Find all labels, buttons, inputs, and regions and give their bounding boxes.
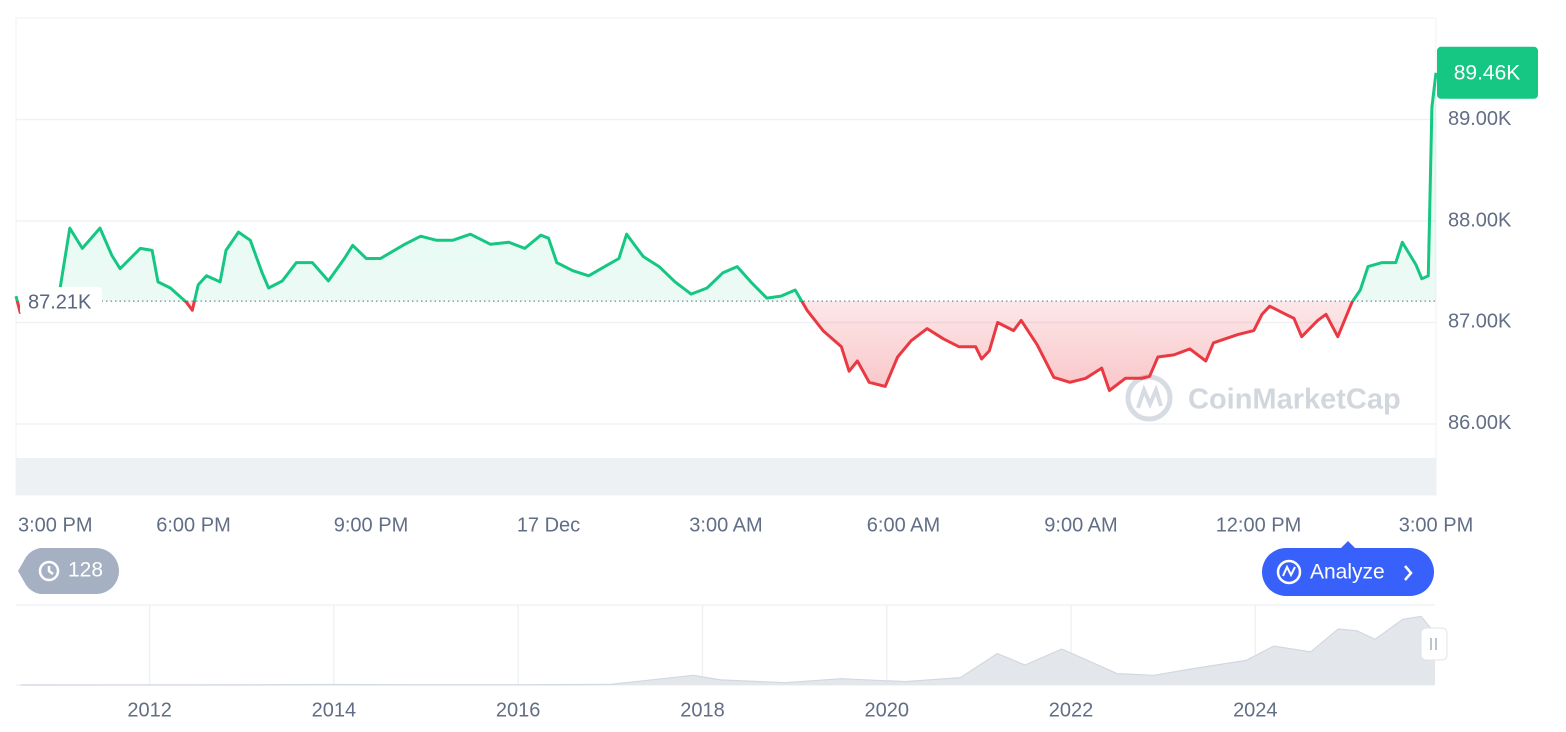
history-count[interactable]: 128 [68, 559, 103, 582]
x-tick-label: 9:00 PM [334, 514, 408, 536]
x-tick-label: 3:00 PM [1399, 514, 1473, 536]
last-price-label: 89.46K [1454, 61, 1521, 84]
analyze-icon [1276, 559, 1302, 585]
x-tick-label: 3:00 PM [18, 514, 92, 536]
x-tick-label: 2024 [1233, 699, 1278, 721]
y-tick-label: 88.00K [1448, 209, 1512, 231]
volume-band [16, 458, 1436, 495]
analyze-button[interactable]: Analyze [1262, 541, 1434, 596]
area-fill [16, 72, 1436, 391]
x-tick-label: 2012 [127, 699, 172, 721]
analyze-icon-mark [1282, 564, 1296, 578]
x-tick-label: 17 Dec [517, 514, 580, 536]
navigator-handle[interactable] [1420, 627, 1448, 661]
watermark-logo-mark [1136, 384, 1163, 410]
analyze-label[interactable]: Analyze [1310, 561, 1385, 584]
x-tick-label: 9:00 AM [1044, 514, 1117, 536]
y-tick-label: 86.00K [1448, 412, 1512, 434]
history-icon-hands [47, 566, 54, 575]
x-tick-label: 2018 [680, 699, 725, 721]
analyze-chevron [1404, 565, 1413, 581]
baseline-label: 87.21K [28, 291, 92, 313]
x-tick-label: 12:00 PM [1216, 514, 1302, 536]
baseline-label-bg [20, 287, 102, 316]
x-tick-label: 2014 [312, 699, 357, 721]
navigator-handle-bg[interactable] [1420, 627, 1448, 661]
analyze-button-bg[interactable] [1262, 541, 1434, 596]
x-tick-label: 6:00 PM [156, 514, 230, 536]
navigator-fill [20, 616, 1436, 685]
history-icon [38, 560, 60, 582]
x-tick-label: 6:00 AM [867, 514, 940, 536]
main-chart: 86.00K 87.00K 88.00K 89.00K 3:00 PM 6:00 PM 9:… [14, 46, 1538, 536]
price-line [14, 72, 1438, 392]
navigator-line [20, 615, 1436, 686]
last-price-badge [1437, 46, 1538, 99]
y-tick-label: 87.00K [1448, 311, 1512, 333]
history-badge[interactable]: 128 [18, 548, 120, 594]
x-tick-label: 3:00 AM [689, 514, 762, 536]
x-tick-label: 2016 [496, 699, 541, 721]
y-tick-label: 89.00K [1448, 108, 1512, 130]
navigator-chart: 2012 2014 2016 2018 2020 2022 2024 [16, 604, 1448, 721]
x-tick-label: 2020 [865, 699, 910, 721]
watermark-text: CoinMarketCap [1188, 384, 1401, 416]
history-badge-bg[interactable] [18, 548, 120, 594]
x-tick-label: 2022 [1049, 699, 1094, 721]
